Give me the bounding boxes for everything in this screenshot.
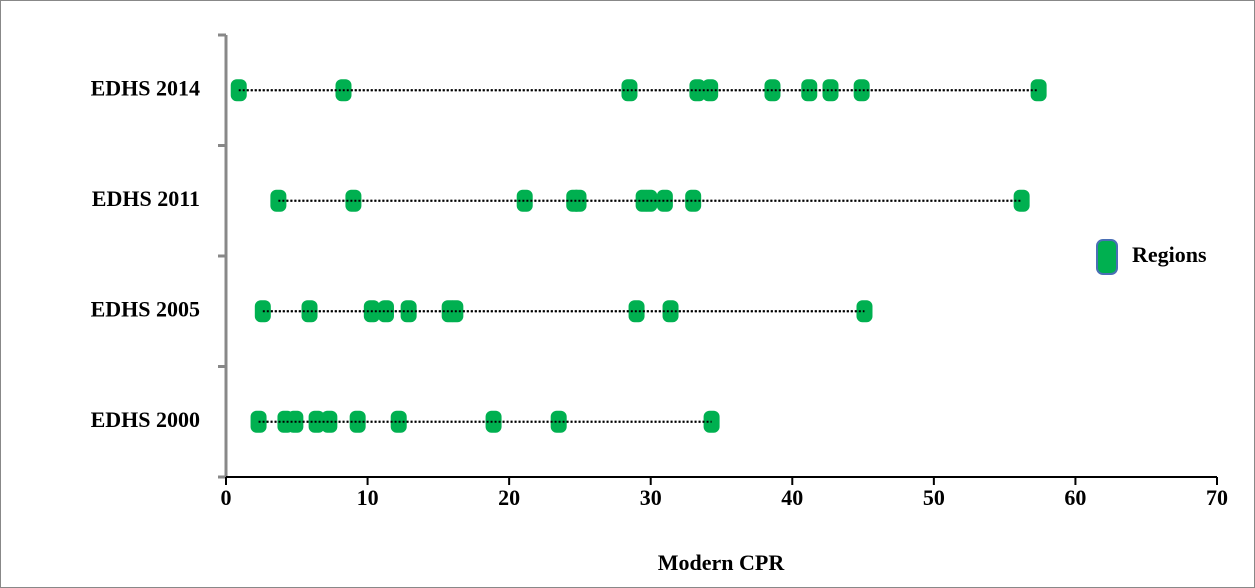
dot — [689, 79, 706, 102]
dot — [656, 189, 673, 212]
dot — [685, 189, 702, 212]
y-tick-label: EDHS 2014 — [91, 75, 200, 100]
x-axis-title: Modern CPR — [658, 550, 786, 575]
dot — [1030, 79, 1047, 102]
x-tick-label: 0 — [221, 485, 232, 510]
dot — [301, 300, 318, 323]
dot — [853, 79, 870, 102]
x-tick-label: 60 — [1064, 485, 1086, 510]
dot — [308, 410, 325, 433]
x-tick-label: 70 — [1206, 485, 1228, 510]
dot — [485, 410, 502, 433]
dot — [321, 410, 338, 433]
x-tick-label: 10 — [357, 485, 379, 510]
x-tick-label: 50 — [923, 485, 945, 510]
dot — [641, 189, 658, 212]
dot — [345, 189, 362, 212]
y-tick-label: EDHS 2011 — [92, 186, 200, 211]
x-tick-label: 20 — [498, 485, 520, 510]
dot — [702, 79, 719, 102]
dot — [662, 300, 679, 323]
dot — [1013, 189, 1030, 212]
dot — [822, 79, 839, 102]
dot — [349, 410, 366, 433]
y-tick-label: EDHS 2000 — [91, 407, 200, 432]
legend-label: Regions — [1132, 242, 1207, 267]
dot — [621, 79, 638, 102]
x-tick-label: 40 — [781, 485, 803, 510]
dot — [516, 189, 533, 212]
legend-marker — [1096, 239, 1118, 275]
y-tick-label: EDHS 2005 — [91, 296, 200, 321]
dot — [801, 79, 818, 102]
x-tick-label: 30 — [640, 485, 662, 510]
dot — [377, 300, 394, 323]
